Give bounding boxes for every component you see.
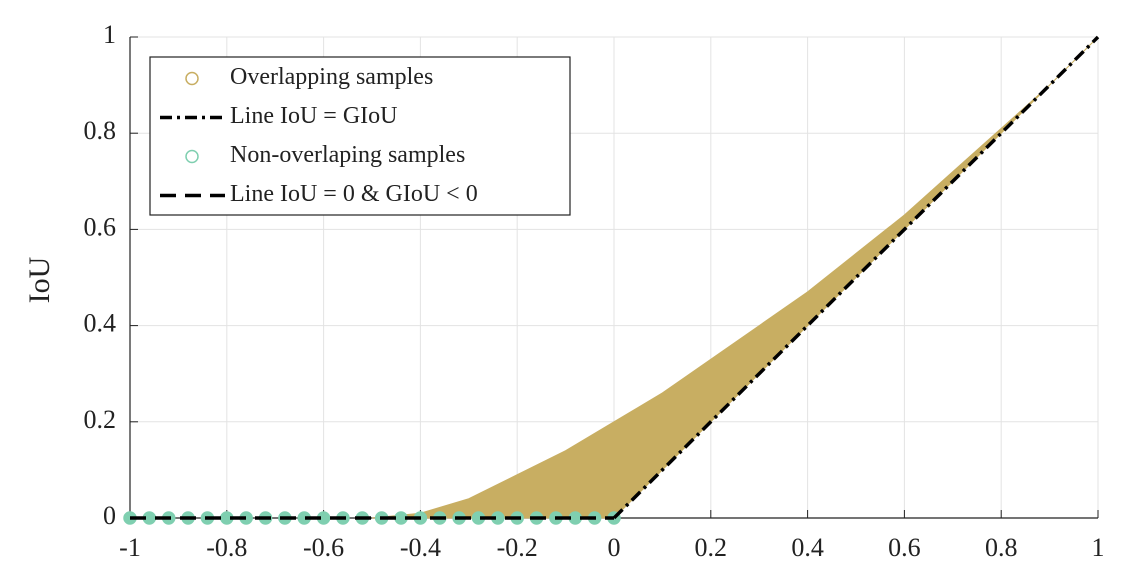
reference-line: [612, 35, 1100, 520]
y-axis-label: IoU: [23, 256, 56, 303]
y-tick-label: 1: [103, 20, 116, 49]
x-tick-label: -0.8: [206, 533, 247, 562]
legend-label: Line IoU = GIoU: [230, 103, 398, 129]
legend-symbol: [185, 149, 199, 164]
x-tick-label: 0.2: [695, 533, 728, 562]
sample-point: [568, 511, 583, 525]
y-tick-label: 0: [103, 501, 116, 530]
legend-label: Overlapping samples: [230, 64, 433, 90]
x-tick-label: -0.6: [303, 533, 344, 562]
y-tick-label: 0.4: [84, 309, 117, 338]
x-tick-label: -1: [119, 533, 141, 562]
x-tick-label: 1: [1092, 533, 1105, 562]
x-tick-label: 0.4: [791, 533, 824, 562]
x-tick-label: 0: [608, 533, 621, 562]
y-tick-label: 0.2: [84, 405, 117, 434]
x-tick-label: -0.2: [497, 533, 538, 562]
legend-label: Non-overlaping samples: [230, 142, 465, 168]
legend: Overlapping samples Line IoU = GIoU Non-ov…: [149, 56, 571, 216]
y-tick-label: 0.6: [84, 212, 117, 241]
legend-box: [149, 56, 571, 216]
y-tick-label: 0.8: [84, 116, 117, 145]
x-tick-label: 0.8: [985, 533, 1018, 562]
legend-label: Line IoU = 0 & GIoU < 0: [230, 181, 478, 207]
x-tick-label: 0.6: [888, 533, 921, 562]
x-tick-label: -0.4: [400, 533, 441, 562]
legend-symbol: [185, 71, 199, 86]
